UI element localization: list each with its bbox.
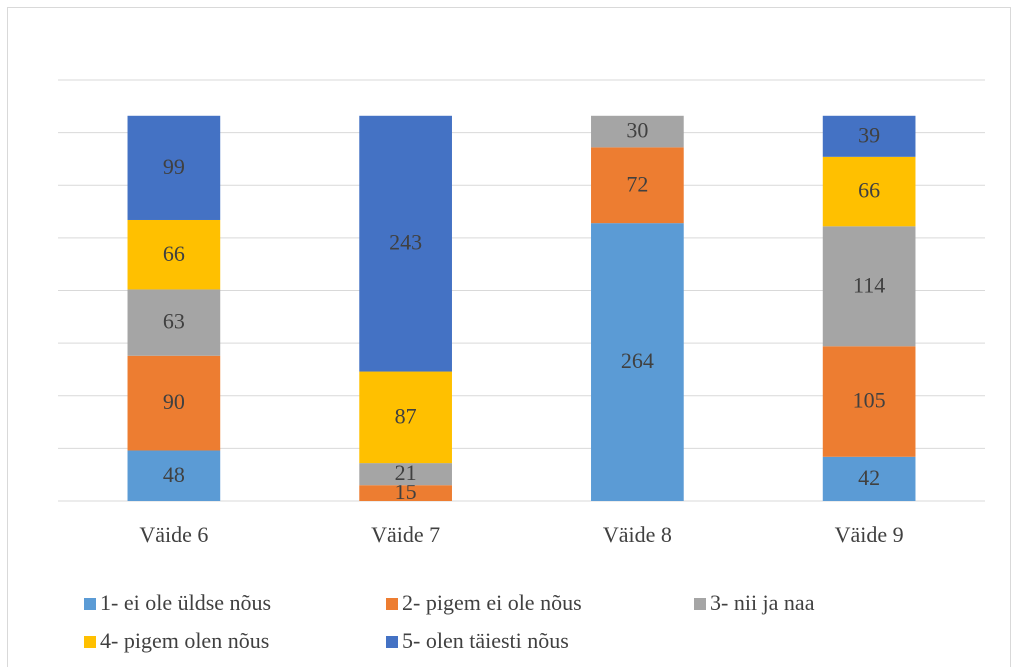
- data-label: 99: [163, 154, 185, 179]
- x-tick-label: Väide 6: [139, 522, 208, 547]
- data-label: 114: [853, 272, 885, 297]
- legend-label: 5- olen täiesti nõus: [402, 628, 569, 653]
- bar-segment: [822, 226, 916, 347]
- data-label: 63: [163, 309, 185, 334]
- x-tick-label: Väide 8: [603, 522, 672, 547]
- legend-swatch: [694, 598, 706, 610]
- legend-swatch: [84, 636, 96, 648]
- data-label: 90: [163, 389, 185, 414]
- x-tick-label: Väide 9: [835, 522, 904, 547]
- data-label: 105: [853, 388, 886, 413]
- legend-swatch: [386, 636, 398, 648]
- bar-segment: [359, 115, 452, 372]
- data-label: 264: [621, 348, 654, 373]
- data-label: 21: [395, 460, 417, 485]
- legend-label: 3- nii ja naa: [710, 590, 815, 615]
- bar-segment: [127, 219, 221, 290]
- data-label: 15: [395, 479, 417, 504]
- x-tick-label: Väide 7: [371, 522, 440, 547]
- bar-segment: [359, 463, 452, 486]
- bar-segment: [591, 147, 684, 224]
- legend-swatch: [84, 598, 96, 610]
- legend-swatch: [386, 598, 398, 610]
- legend-label: 1- ei ole üldse nõus: [100, 590, 271, 615]
- data-label: 87: [395, 403, 417, 428]
- data-label: 72: [626, 171, 648, 196]
- data-label: 243: [389, 230, 422, 255]
- data-label: 48: [163, 462, 185, 487]
- bar-segment: [359, 485, 452, 501]
- data-label: 66: [163, 241, 185, 266]
- legend-label: 2- pigem ei ole nõus: [402, 590, 582, 615]
- data-label: 30: [626, 118, 648, 143]
- bar-segment: [359, 371, 452, 464]
- legend-label: 4- pigem olen nõus: [100, 628, 269, 653]
- bar-segment: [591, 223, 684, 501]
- data-label: 39: [858, 122, 880, 147]
- bar-segment: [127, 355, 221, 451]
- data-label: 66: [858, 178, 880, 203]
- bar-segment: [822, 456, 916, 501]
- bar-segment: [822, 346, 916, 457]
- bar-segment: [127, 450, 221, 501]
- bar-segment: [127, 115, 221, 220]
- data-label: 42: [858, 465, 880, 490]
- bar-segment: [822, 115, 916, 157]
- bar-segment: [591, 115, 684, 148]
- bar-segment: [822, 156, 916, 227]
- bar-segment: [127, 289, 221, 356]
